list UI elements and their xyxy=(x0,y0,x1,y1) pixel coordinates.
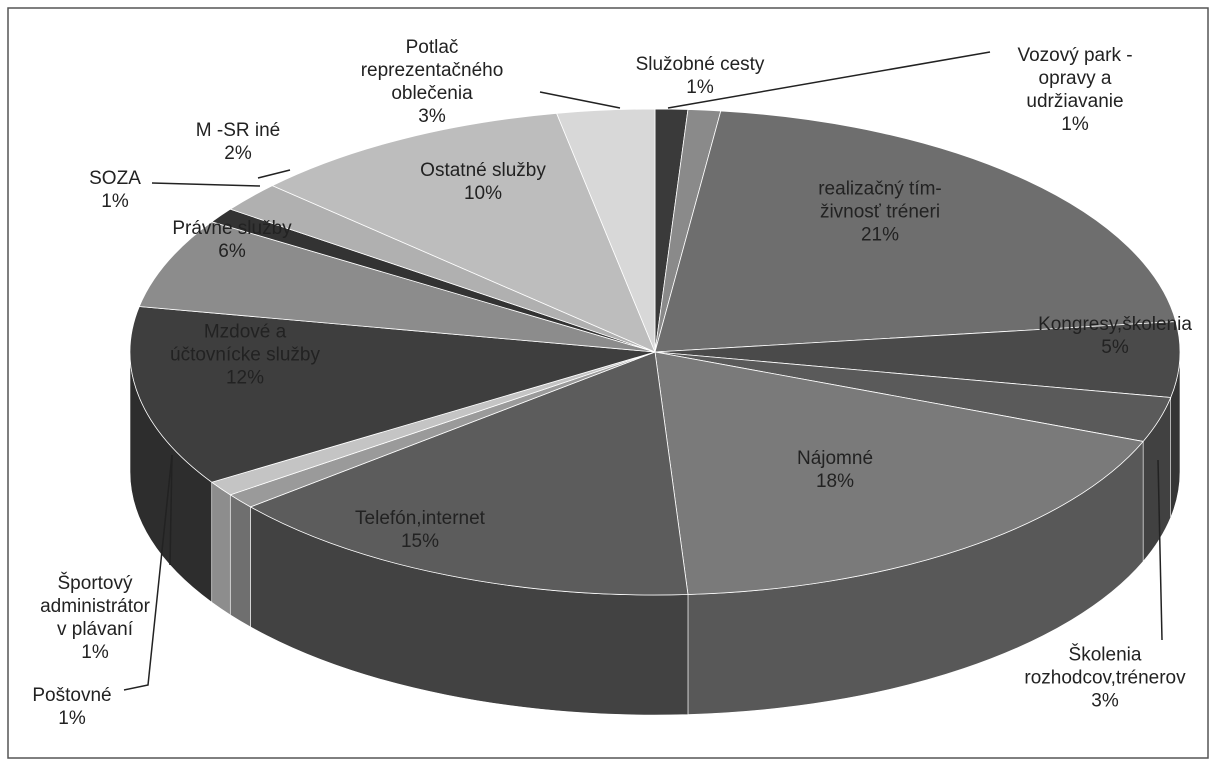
value-label: 3% xyxy=(1091,690,1119,712)
slice-label: realizačný tím- živnosť tréneri 21% xyxy=(818,178,942,247)
category-label: SOZA xyxy=(89,168,141,189)
leader-line xyxy=(169,454,173,566)
value-label: 1% xyxy=(686,77,714,98)
value-label: 3% xyxy=(418,106,446,127)
value-label: 1% xyxy=(101,191,129,212)
value-label: 10% xyxy=(463,183,503,204)
slice xyxy=(271,112,656,353)
value-label: 5% xyxy=(1101,337,1129,358)
slice xyxy=(654,351,1144,595)
category-label: Mzdové a účtovnícke služby xyxy=(170,321,320,366)
category-label: Služobné cesty xyxy=(635,54,765,75)
leader-line xyxy=(151,182,261,187)
category-label: Športový administrátor v plávaní xyxy=(40,573,150,640)
slice-label: Nájomné 18% xyxy=(797,447,873,493)
value-label: 1% xyxy=(58,708,86,729)
slice-label: Služobné cesty 1% xyxy=(636,53,765,99)
value-label: 2% xyxy=(224,143,252,164)
slice-label: Kongresy,školenia 5% xyxy=(1038,313,1192,359)
slice-label: Poštovné 1% xyxy=(32,684,111,730)
slice-label: SOZA 1% xyxy=(89,167,141,213)
slice-label: Potlač reprezentačného oblečenia 3% xyxy=(361,36,504,128)
value-label: 12% xyxy=(225,367,265,389)
value-label: 6% xyxy=(218,241,246,262)
slice-side xyxy=(229,494,251,628)
category-label: Nájomné xyxy=(796,448,874,469)
slice xyxy=(138,221,656,353)
value-label: 18% xyxy=(815,471,855,492)
leader-line xyxy=(1157,459,1163,641)
slice xyxy=(654,110,1177,353)
category-label: Telefón,internet xyxy=(355,508,485,529)
category-label: Právne služby xyxy=(172,218,292,239)
slice-label: Ostatné služby 10% xyxy=(420,159,546,205)
category-label: Poštovné xyxy=(32,685,112,706)
slice-label: Športový administrátor v plávaní 1% xyxy=(40,572,150,664)
frame xyxy=(7,7,1209,759)
slice-label: Právne služby 6% xyxy=(172,217,291,263)
category-label: Školenia rozhodcov,trénerov xyxy=(1024,644,1186,689)
leader-line xyxy=(667,51,991,109)
value-label: 15% xyxy=(400,531,440,552)
slice-label: Školenia rozhodcov,trénerov 3% xyxy=(1024,644,1185,713)
value-label: 21% xyxy=(860,224,900,246)
slice-label: Telefón,internet 15% xyxy=(355,507,485,553)
slice xyxy=(654,321,1181,398)
slice-label: M -SR iné 2% xyxy=(196,119,280,165)
value-label: 1% xyxy=(81,642,109,663)
leader-line xyxy=(257,169,291,179)
category-label: Ostatné služby xyxy=(420,160,546,181)
leader-line xyxy=(539,91,621,109)
slice-label: Vozový park - opravy a udržiavanie 1% xyxy=(1017,44,1132,136)
value-label: 1% xyxy=(1061,114,1089,135)
category-label: Potlač reprezentačného oblečenia xyxy=(360,37,504,104)
slice-label: Mzdové a účtovnícke služby 12% xyxy=(170,321,320,390)
slice xyxy=(129,306,656,483)
category-label: Kongresy,školenia xyxy=(1038,314,1192,335)
slice xyxy=(249,351,689,596)
category-label: realizačný tím- živnosť tréneri xyxy=(818,178,942,223)
slice-side xyxy=(211,481,231,616)
slice xyxy=(556,108,656,353)
category-label: M -SR iné xyxy=(195,120,281,141)
category-label: Vozový park - opravy a udržiavanie xyxy=(1017,45,1133,112)
leader-line xyxy=(123,454,173,691)
